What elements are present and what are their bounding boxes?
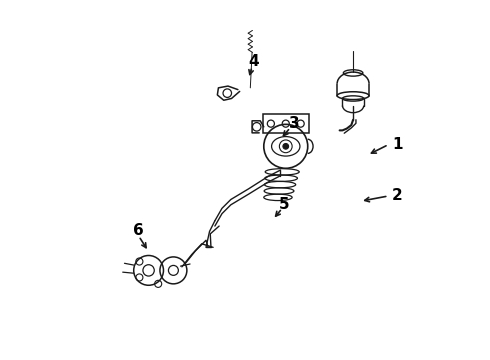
Text: 4: 4	[248, 54, 259, 69]
Text: 1: 1	[392, 137, 403, 152]
Circle shape	[283, 144, 289, 149]
Text: 5: 5	[279, 197, 289, 212]
Text: 2: 2	[392, 188, 403, 203]
Text: 3: 3	[289, 116, 300, 131]
Text: 6: 6	[133, 223, 144, 238]
Circle shape	[279, 140, 292, 153]
